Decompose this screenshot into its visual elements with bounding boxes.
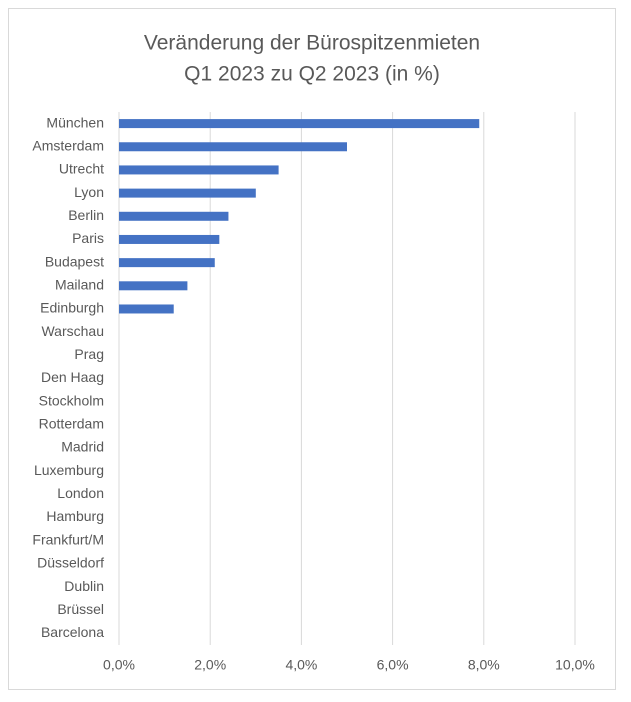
y-tick-label: Stockholm [39,392,104,408]
y-tick-label: Mailand [55,277,104,293]
y-tick-label: Hamburg [46,508,104,524]
bar [119,119,480,129]
bar [119,258,215,268]
y-tick-label: Barcelona [41,624,104,640]
y-tick-label: Rotterdam [39,416,104,432]
y-tick-label: Madrid [61,439,104,455]
y-tick-label: Lyon [74,184,104,200]
y-tick-label: Budapest [45,253,104,269]
bar [119,211,229,221]
y-tick-label: München [46,114,104,130]
y-tick-label: Utrecht [59,161,104,177]
y-tick-label: Edinburgh [40,300,104,316]
bar [119,234,220,244]
y-tick-label: Amsterdam [32,137,104,153]
y-tick-label: Warschau [41,323,104,339]
y-tick-label: Düsseldorf [37,555,104,571]
y-tick-label: Berlin [68,207,104,223]
bar [119,304,174,314]
chart-title: Q1 2023 zu Q2 2023 (in %) [184,63,440,86]
x-tick-label: 8,0% [468,657,500,673]
y-tick-label: Paris [72,230,104,246]
chart-title: Veränderung der Bürospitzenmieten [144,32,480,55]
bar [119,165,279,175]
y-tick-label: Prag [74,346,104,362]
y-tick-label: Brüssel [57,601,104,617]
bar [119,188,256,198]
y-tick-label: Frankfurt/M [32,531,104,547]
y-tick-label: Dublin [64,578,104,594]
x-tick-label: 2,0% [194,657,226,673]
x-tick-label: 10,0% [555,657,595,673]
y-tick-label: Luxemburg [34,462,104,478]
bar [119,281,188,291]
bar [119,142,347,152]
x-tick-label: 4,0% [285,657,317,673]
x-tick-label: 0,0% [103,657,135,673]
y-tick-label: Den Haag [41,369,104,385]
x-tick-label: 6,0% [377,657,409,673]
y-tick-label: London [57,485,104,501]
